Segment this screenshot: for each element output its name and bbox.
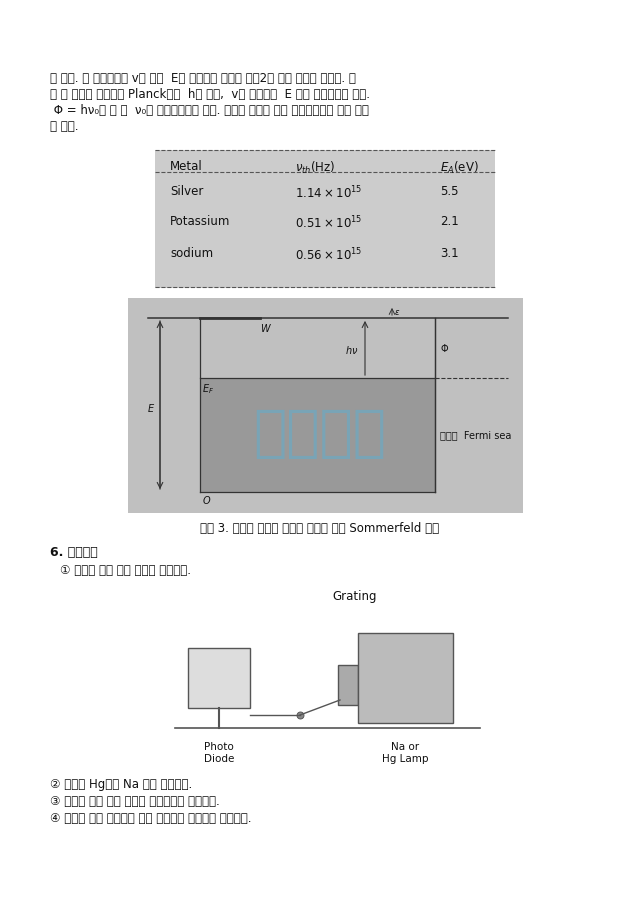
- Text: Potassium: Potassium: [170, 215, 230, 228]
- Text: $0.56\times10^{15}$: $0.56\times10^{15}$: [295, 247, 362, 263]
- Text: $\varepsilon$: $\varepsilon$: [394, 308, 400, 317]
- Text: $0.51\times10^{15}$: $0.51\times10^{15}$: [295, 215, 362, 232]
- Text: $E$: $E$: [147, 402, 155, 414]
- Text: sodium: sodium: [170, 247, 213, 260]
- Text: 과 같다.: 과 같다.: [50, 120, 79, 133]
- Bar: [200, 378, 435, 492]
- Text: Φ = hν₀라 한 때  ν₀를 문턱진동수라 한다. 몇가지 금속에 대한 문턱진동수의 값은 다음: Φ = hν₀라 한 때 ν₀를 문턱진동수라 한다. 몇가지 금속에 대한 문…: [50, 104, 369, 117]
- Text: $\Phi$: $\Phi$: [440, 342, 449, 354]
- Text: 기 켠다. 이 식으로부터 v에 대한  E의 그래프를 그리면 그림2와 같은 모양을 얻는다. 이: 기 켠다. 이 식으로부터 v에 대한 E의 그래프를 그리면 그림2와 같은 …: [50, 72, 356, 85]
- Bar: [155, 150, 495, 288]
- Text: 미리보기: 미리보기: [253, 407, 387, 462]
- Text: $E_F$: $E_F$: [202, 382, 214, 395]
- Text: ④ 균형된 빛의 진동수에 따른 정전전압 그래프를 나타낸다.: ④ 균형된 빛의 진동수에 따른 정전전압 그래프를 나타낸다.: [50, 812, 252, 825]
- Text: Metal: Metal: [170, 160, 203, 173]
- Text: $\nu_{th}$(Hz): $\nu_{th}$(Hz): [295, 160, 335, 176]
- Text: Photo
Diode: Photo Diode: [204, 742, 234, 764]
- Text: $1.14\times10^{15}$: $1.14\times10^{15}$: [295, 185, 362, 202]
- Text: Na or
Hg Lamp: Na or Hg Lamp: [381, 742, 428, 764]
- Text: ① 아래와 같이 실험 장치를 배치한다.: ① 아래와 같이 실험 장치를 배치한다.: [60, 564, 191, 577]
- Text: $O$: $O$: [202, 494, 211, 506]
- Text: 전자의  Fermi sea: 전자의 Fermi sea: [440, 430, 511, 440]
- Bar: [188, 648, 250, 708]
- Text: ② 광원은 Hg또는 Na 등을 사용한다.: ② 광원은 Hg또는 Na 등을 사용한다.: [50, 778, 192, 791]
- Text: $W$: $W$: [260, 322, 272, 334]
- Text: 5.5: 5.5: [440, 185, 458, 198]
- Bar: [358, 633, 453, 723]
- Text: 그림 3. 금속내 전자의 에너지 분포에 대한 Sommerfeld 모델: 그림 3. 금속내 전자의 에너지 분포에 대한 Sommerfeld 모델: [200, 522, 440, 535]
- Bar: [338, 665, 358, 705]
- Text: $E_A$(eV): $E_A$(eV): [440, 160, 479, 176]
- Text: Grating: Grating: [333, 590, 377, 603]
- Text: Silver: Silver: [170, 185, 204, 198]
- Text: ③ 균형된 빛의 색에 따라서 정전전압을 측정한다.: ③ 균형된 빛의 색에 따라서 정전전압을 측정한다.: [50, 795, 220, 808]
- Bar: [128, 298, 523, 513]
- Text: 때 이 직선의 기울기가 Planck상수  h가 되며,  v가 영이되는  E 값이 일함수값이 된다.: 때 이 직선의 기울기가 Planck상수 h가 되며, v가 영이되는 E 값…: [50, 88, 370, 101]
- Text: 6. 실험방법: 6. 실험방법: [50, 546, 98, 559]
- Text: $h\nu$: $h\nu$: [344, 344, 358, 356]
- Text: 2.1: 2.1: [440, 215, 459, 228]
- Text: 3.1: 3.1: [440, 247, 459, 260]
